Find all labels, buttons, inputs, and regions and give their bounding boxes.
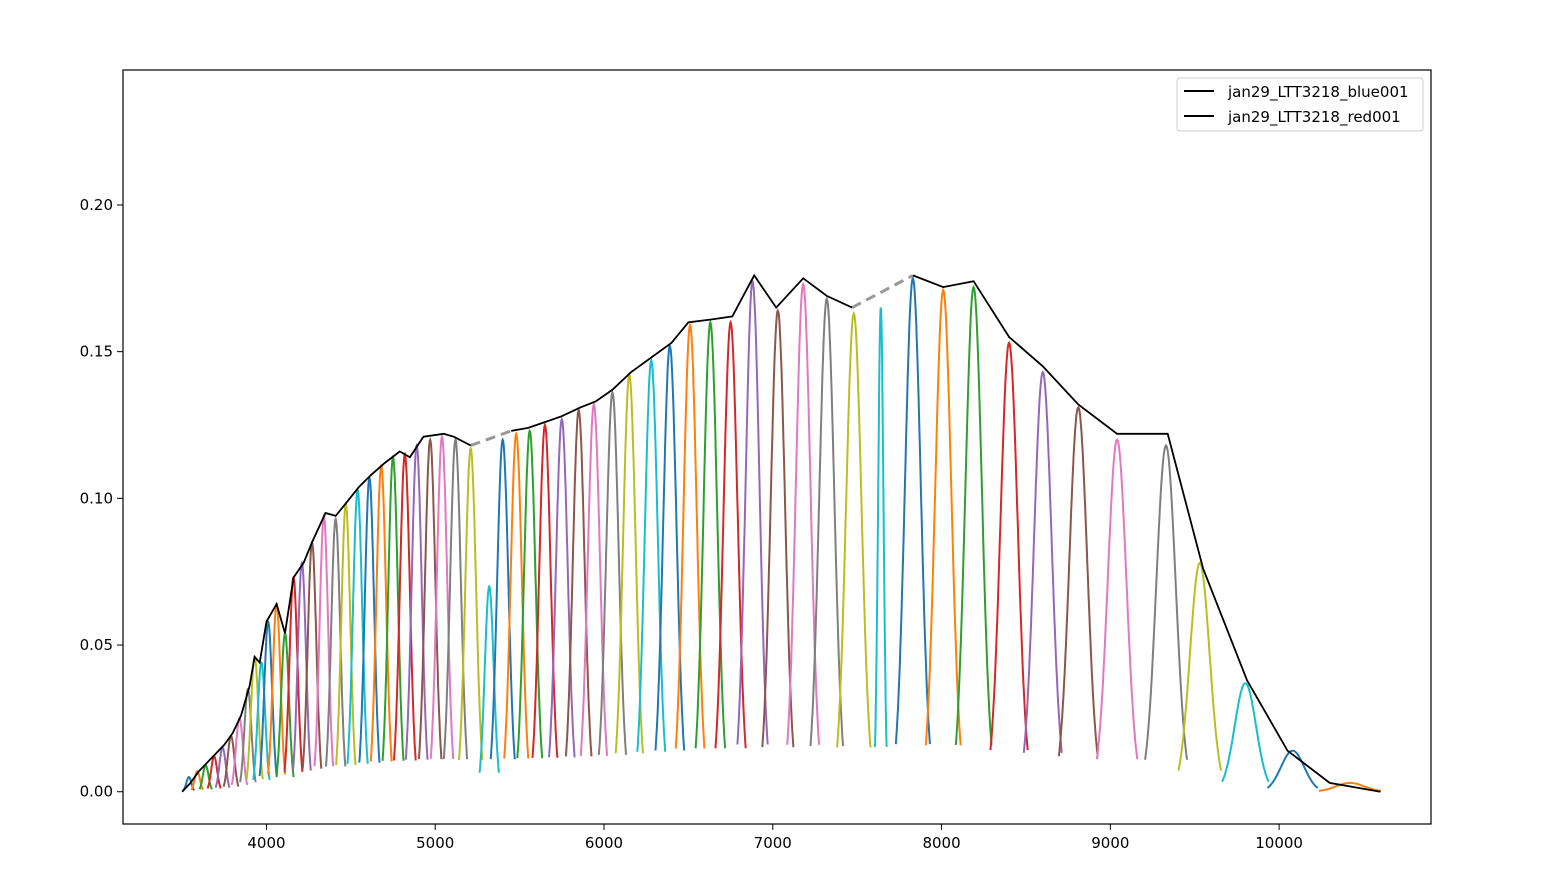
legend-box bbox=[1176, 77, 1424, 132]
order-curve bbox=[786, 281, 821, 745]
y-tick-label: 0.20 bbox=[80, 196, 113, 214]
x-tick-label: 8000 bbox=[922, 834, 960, 852]
order-curve bbox=[489, 437, 516, 760]
order-curve bbox=[1266, 749, 1319, 789]
gap-segment bbox=[851, 274, 914, 309]
order-curve bbox=[258, 619, 278, 777]
legend: jan29_LTT3218_blue001 jan29_LTT3218_red0… bbox=[1176, 77, 1424, 132]
x-tick-label: 10000 bbox=[1255, 834, 1303, 852]
order-curve bbox=[736, 278, 769, 745]
order-curve bbox=[1095, 438, 1139, 760]
order-curve bbox=[714, 319, 747, 749]
order-curve bbox=[564, 407, 593, 757]
order-curve bbox=[292, 560, 312, 771]
order-curve bbox=[417, 436, 443, 760]
order-curve bbox=[1318, 781, 1382, 792]
order-curve bbox=[503, 431, 530, 759]
order-curve bbox=[429, 434, 455, 759]
order-curve bbox=[894, 275, 931, 745]
y-tick-label: 0.05 bbox=[80, 636, 113, 654]
y-tick-label: 0.10 bbox=[80, 489, 113, 507]
x-tick-label: 7000 bbox=[754, 834, 792, 852]
x-tick-label: 4000 bbox=[247, 834, 285, 852]
envelope-line bbox=[912, 274, 1381, 793]
order-curve bbox=[1177, 561, 1223, 771]
order-curve bbox=[761, 308, 795, 748]
envelope-line bbox=[181, 432, 472, 793]
y-tick-label: 0.15 bbox=[80, 343, 113, 361]
order-curve bbox=[1022, 370, 1063, 753]
order-curve bbox=[516, 428, 544, 759]
x-tick-label: 5000 bbox=[416, 834, 454, 852]
order-curve bbox=[1144, 443, 1188, 760]
envelope-line bbox=[511, 273, 853, 432]
x-tick-label: 9000 bbox=[1091, 834, 1129, 852]
legend-label-blue: jan29_LTT3218_blue001 bbox=[1227, 83, 1409, 102]
order-curve bbox=[325, 516, 347, 767]
x-tick-label: 6000 bbox=[585, 834, 623, 852]
order-curve bbox=[597, 390, 627, 755]
order-curve bbox=[458, 446, 484, 761]
axes-frame bbox=[122, 69, 1432, 825]
order-curve bbox=[874, 307, 888, 747]
x-axis: 4000 5000 6000 7000 8000 9000 10000 bbox=[247, 824, 1303, 852]
legend-label-red: jan29_LTT3218_red001 bbox=[1227, 108, 1401, 127]
order-curve bbox=[924, 287, 962, 746]
order-curve bbox=[614, 372, 644, 754]
y-tick-label: 0.00 bbox=[80, 783, 113, 801]
gap-segment bbox=[470, 429, 512, 447]
order-curve bbox=[989, 340, 1029, 751]
order-curve bbox=[836, 310, 872, 748]
plot-area bbox=[181, 273, 1382, 793]
order-curve bbox=[1057, 405, 1099, 757]
order-curve bbox=[478, 584, 500, 773]
order-curve bbox=[809, 296, 845, 747]
order-curve bbox=[252, 660, 271, 780]
order-curve bbox=[954, 284, 993, 746]
y-axis: 0.00 0.05 0.10 0.15 0.20 bbox=[80, 196, 123, 801]
order-curve bbox=[1221, 682, 1270, 783]
